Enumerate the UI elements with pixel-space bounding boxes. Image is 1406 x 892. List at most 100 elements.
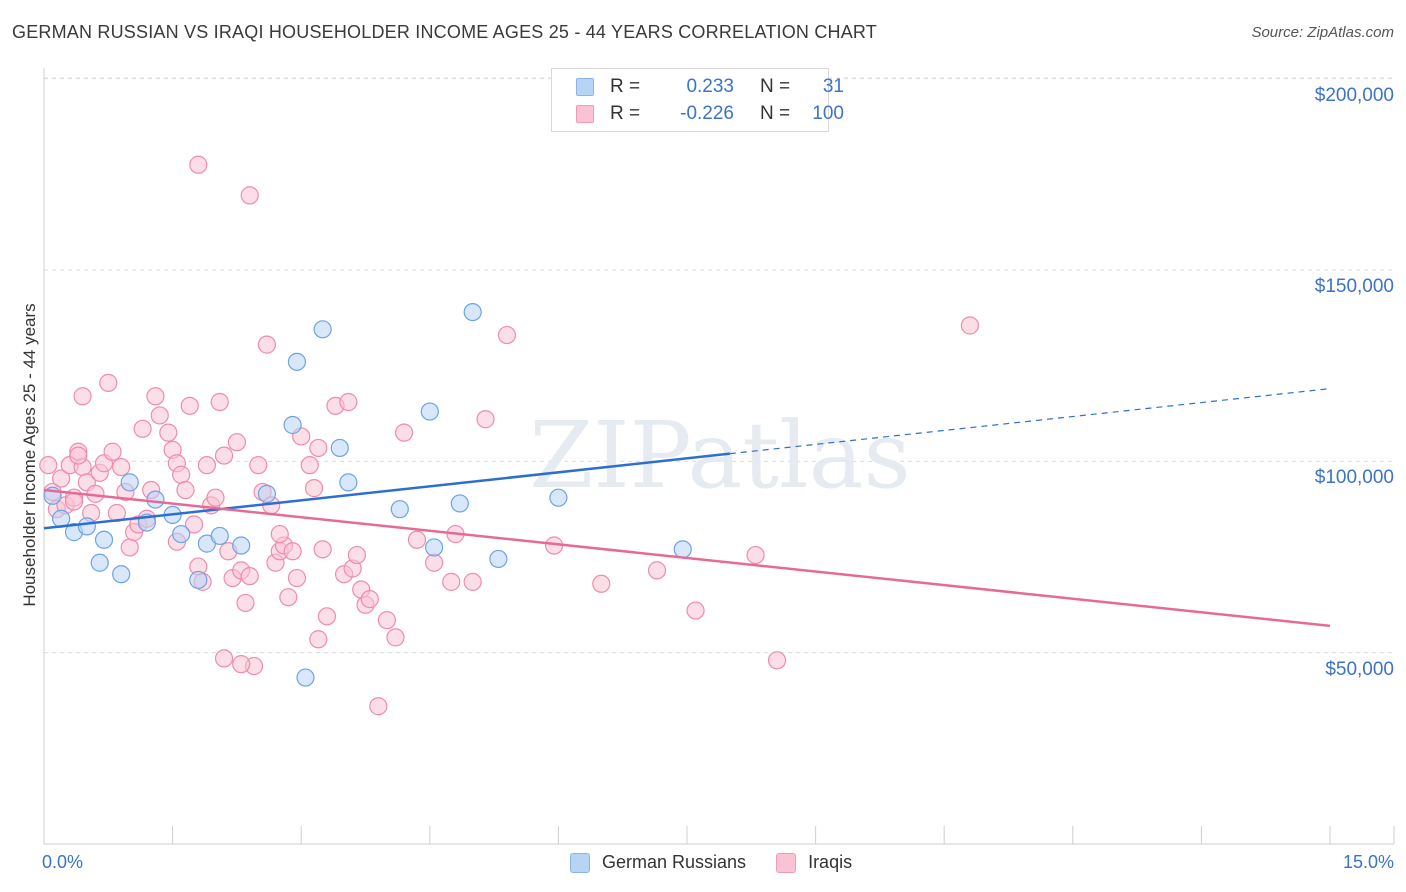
iraqi-point bbox=[64, 492, 84, 511]
trend-lines bbox=[43, 388, 1331, 628]
german-russian-point bbox=[189, 570, 208, 590]
german-russian-point bbox=[296, 668, 315, 687]
iraqi-point bbox=[360, 589, 379, 609]
legend: R = 0.233 N = 31 R = -0.226 N = 100 bbox=[551, 68, 844, 132]
iraqi-point bbox=[283, 542, 302, 561]
german-russian-point bbox=[339, 473, 358, 492]
iraqi-point bbox=[103, 442, 122, 461]
iraqi-point bbox=[146, 387, 165, 406]
iraqi-trend-line bbox=[43, 488, 1331, 628]
iraqi-point bbox=[686, 601, 705, 620]
y-tick-label: $100,000 bbox=[1314, 467, 1394, 489]
chart-title: GERMAN RUSSIAN VS IRAQI HOUSEHOLDER INCO… bbox=[12, 22, 877, 42]
german-russian-point bbox=[673, 540, 692, 559]
iraqi-point bbox=[309, 438, 328, 458]
iraqi-point bbox=[240, 186, 259, 205]
legend-r-label: R = bbox=[610, 76, 641, 97]
iraqi-point bbox=[424, 553, 444, 572]
bottom-legend-iraqis: Iraqis bbox=[776, 852, 852, 873]
iraqi-point bbox=[150, 406, 169, 425]
legend-n-label: N = bbox=[760, 76, 791, 97]
iraqi-point bbox=[197, 456, 216, 475]
iraqi-point bbox=[214, 446, 234, 465]
y-axis-label: Householder Income Ages 25 - 44 years bbox=[20, 303, 39, 607]
german-russian-point bbox=[287, 352, 307, 371]
iraqi-point bbox=[407, 530, 427, 549]
iraqi-point bbox=[313, 540, 332, 559]
y-tick-label: $200,000 bbox=[1314, 84, 1394, 106]
german-russian-point bbox=[172, 524, 191, 544]
iraqi-point bbox=[394, 423, 414, 442]
legend-swatch bbox=[576, 78, 594, 96]
x-tick-max: 15.0% bbox=[1342, 852, 1394, 872]
legend-r-value: -0.226 bbox=[680, 103, 734, 124]
axes bbox=[43, 68, 1395, 845]
iraqi-point bbox=[369, 697, 388, 716]
iraqi-point bbox=[210, 392, 229, 412]
iraqi-point bbox=[39, 456, 58, 475]
legend-row-german-russians: R = 0.233 N = 31 bbox=[576, 74, 844, 100]
german-russian-point bbox=[112, 565, 131, 584]
german-russian-point bbox=[146, 490, 165, 509]
iraqi-point bbox=[69, 446, 88, 465]
bottom-legend-label: Iraqis bbox=[808, 852, 853, 872]
iraqi-point bbox=[960, 316, 980, 335]
german-russian-point bbox=[257, 484, 277, 503]
german-russian-point bbox=[450, 494, 469, 513]
german-russian-point bbox=[463, 302, 482, 322]
iraqi-point bbox=[476, 410, 495, 429]
iraqi-point bbox=[386, 628, 405, 647]
legend-row-iraqis: R = -0.226 N = 100 bbox=[576, 101, 844, 127]
iraqi-point bbox=[592, 574, 611, 593]
legend-n-value: 100 bbox=[812, 103, 844, 124]
german-russian-point bbox=[424, 538, 444, 557]
iraqi-point bbox=[227, 433, 246, 452]
iraqi-point bbox=[377, 611, 397, 630]
german-russian-point bbox=[390, 500, 409, 519]
iraqi-point bbox=[133, 419, 152, 438]
legend-r-value: 0.233 bbox=[686, 76, 734, 97]
iraqi-point bbox=[347, 545, 367, 565]
german-russian-point bbox=[330, 438, 349, 458]
source-label: Source: ZipAtlas.com bbox=[1251, 24, 1394, 41]
x-tick-min: 0.0% bbox=[42, 852, 84, 872]
iraqi-point bbox=[647, 561, 667, 580]
legend-swatch bbox=[576, 105, 594, 123]
german-russian-point bbox=[90, 553, 109, 572]
iraqi-point bbox=[497, 325, 517, 345]
iraqi-point bbox=[120, 538, 139, 557]
german-russian-trend-line bbox=[43, 452, 731, 530]
iraqi-point bbox=[287, 568, 307, 588]
bottom-legend-swatch bbox=[570, 852, 590, 873]
iraqi-point bbox=[159, 423, 178, 442]
iraqi-point bbox=[339, 392, 358, 412]
data-points bbox=[39, 155, 980, 716]
bottom-legend: German Russians Iraqis bbox=[570, 852, 882, 873]
iraqi-point bbox=[172, 465, 191, 484]
german-russian-point bbox=[283, 415, 302, 435]
legend-n-label: N = bbox=[760, 103, 791, 124]
german-russian-point bbox=[232, 536, 251, 555]
german-russian-point bbox=[77, 517, 96, 536]
legend-r-label: R = bbox=[610, 103, 641, 124]
german-russian-point bbox=[94, 530, 114, 549]
german-russian-point bbox=[210, 526, 229, 546]
iraqi-point bbox=[249, 456, 268, 475]
iraqi-point bbox=[232, 655, 251, 674]
iraqi-point bbox=[214, 649, 234, 668]
iraqi-point bbox=[257, 335, 277, 354]
y-tick-label: $150,000 bbox=[1314, 276, 1394, 297]
iraqi-point bbox=[442, 572, 461, 591]
iraqi-point bbox=[317, 607, 337, 626]
iraqi-point bbox=[240, 567, 259, 586]
german-russian-point bbox=[489, 549, 508, 569]
german-russian-trend-extension bbox=[729, 388, 1331, 455]
german-russian-point bbox=[120, 473, 139, 492]
iraqi-point bbox=[99, 373, 118, 392]
iraqi-point bbox=[279, 588, 298, 607]
bottom-legend-german-russians: German Russians bbox=[570, 852, 746, 873]
iraqi-point bbox=[767, 651, 787, 670]
y-tick-label: $50,000 bbox=[1325, 658, 1394, 680]
iraqi-point bbox=[463, 572, 482, 591]
